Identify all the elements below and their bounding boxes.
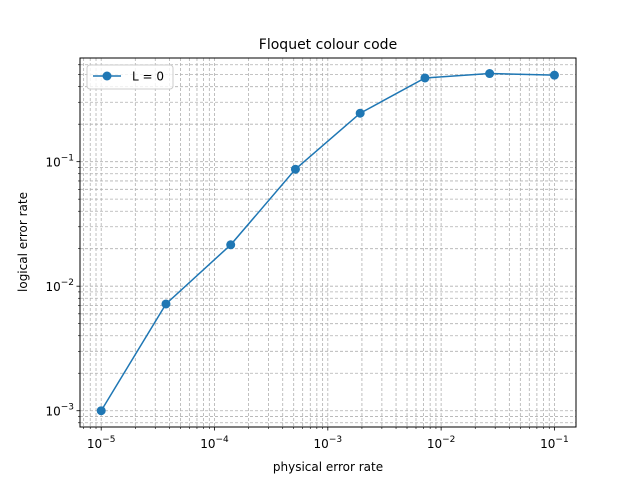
y-axis-label: logical error rate	[16, 192, 30, 292]
series-point	[420, 73, 430, 83]
chart-title: Floquet colour code	[259, 37, 397, 53]
x-tick-label: 10−3	[314, 435, 343, 451]
legend: L = 0	[86, 64, 174, 90]
plot-frame	[79, 57, 577, 428]
series-line	[100, 72, 555, 412]
series-point	[485, 69, 495, 79]
series-point	[96, 406, 106, 416]
legend-box	[86, 64, 174, 90]
ticks: 10−5 10−4 10−3 10−2 10−1 10−3 10−2 10−1	[45, 64, 569, 451]
legend-label: L = 0	[132, 70, 164, 84]
x-axis-label: physical error rate	[273, 460, 383, 474]
series-point	[549, 70, 559, 80]
x-tick-label: 10−5	[87, 435, 116, 451]
legend-marker	[102, 71, 112, 81]
series-layer	[96, 69, 559, 416]
x-tick-label: 10−4	[200, 435, 229, 451]
x-tick-label: 10−2	[427, 435, 456, 451]
series-point	[290, 164, 300, 174]
y-tick-label: 10−1	[45, 154, 74, 170]
y-tick-label: 10−3	[45, 403, 74, 419]
grid	[80, 58, 576, 427]
series-point	[226, 240, 236, 250]
series-point	[355, 108, 365, 118]
y-tick-label: 10−2	[45, 278, 74, 294]
x-tick-label: 10−1	[540, 435, 569, 451]
series-point	[161, 299, 171, 309]
